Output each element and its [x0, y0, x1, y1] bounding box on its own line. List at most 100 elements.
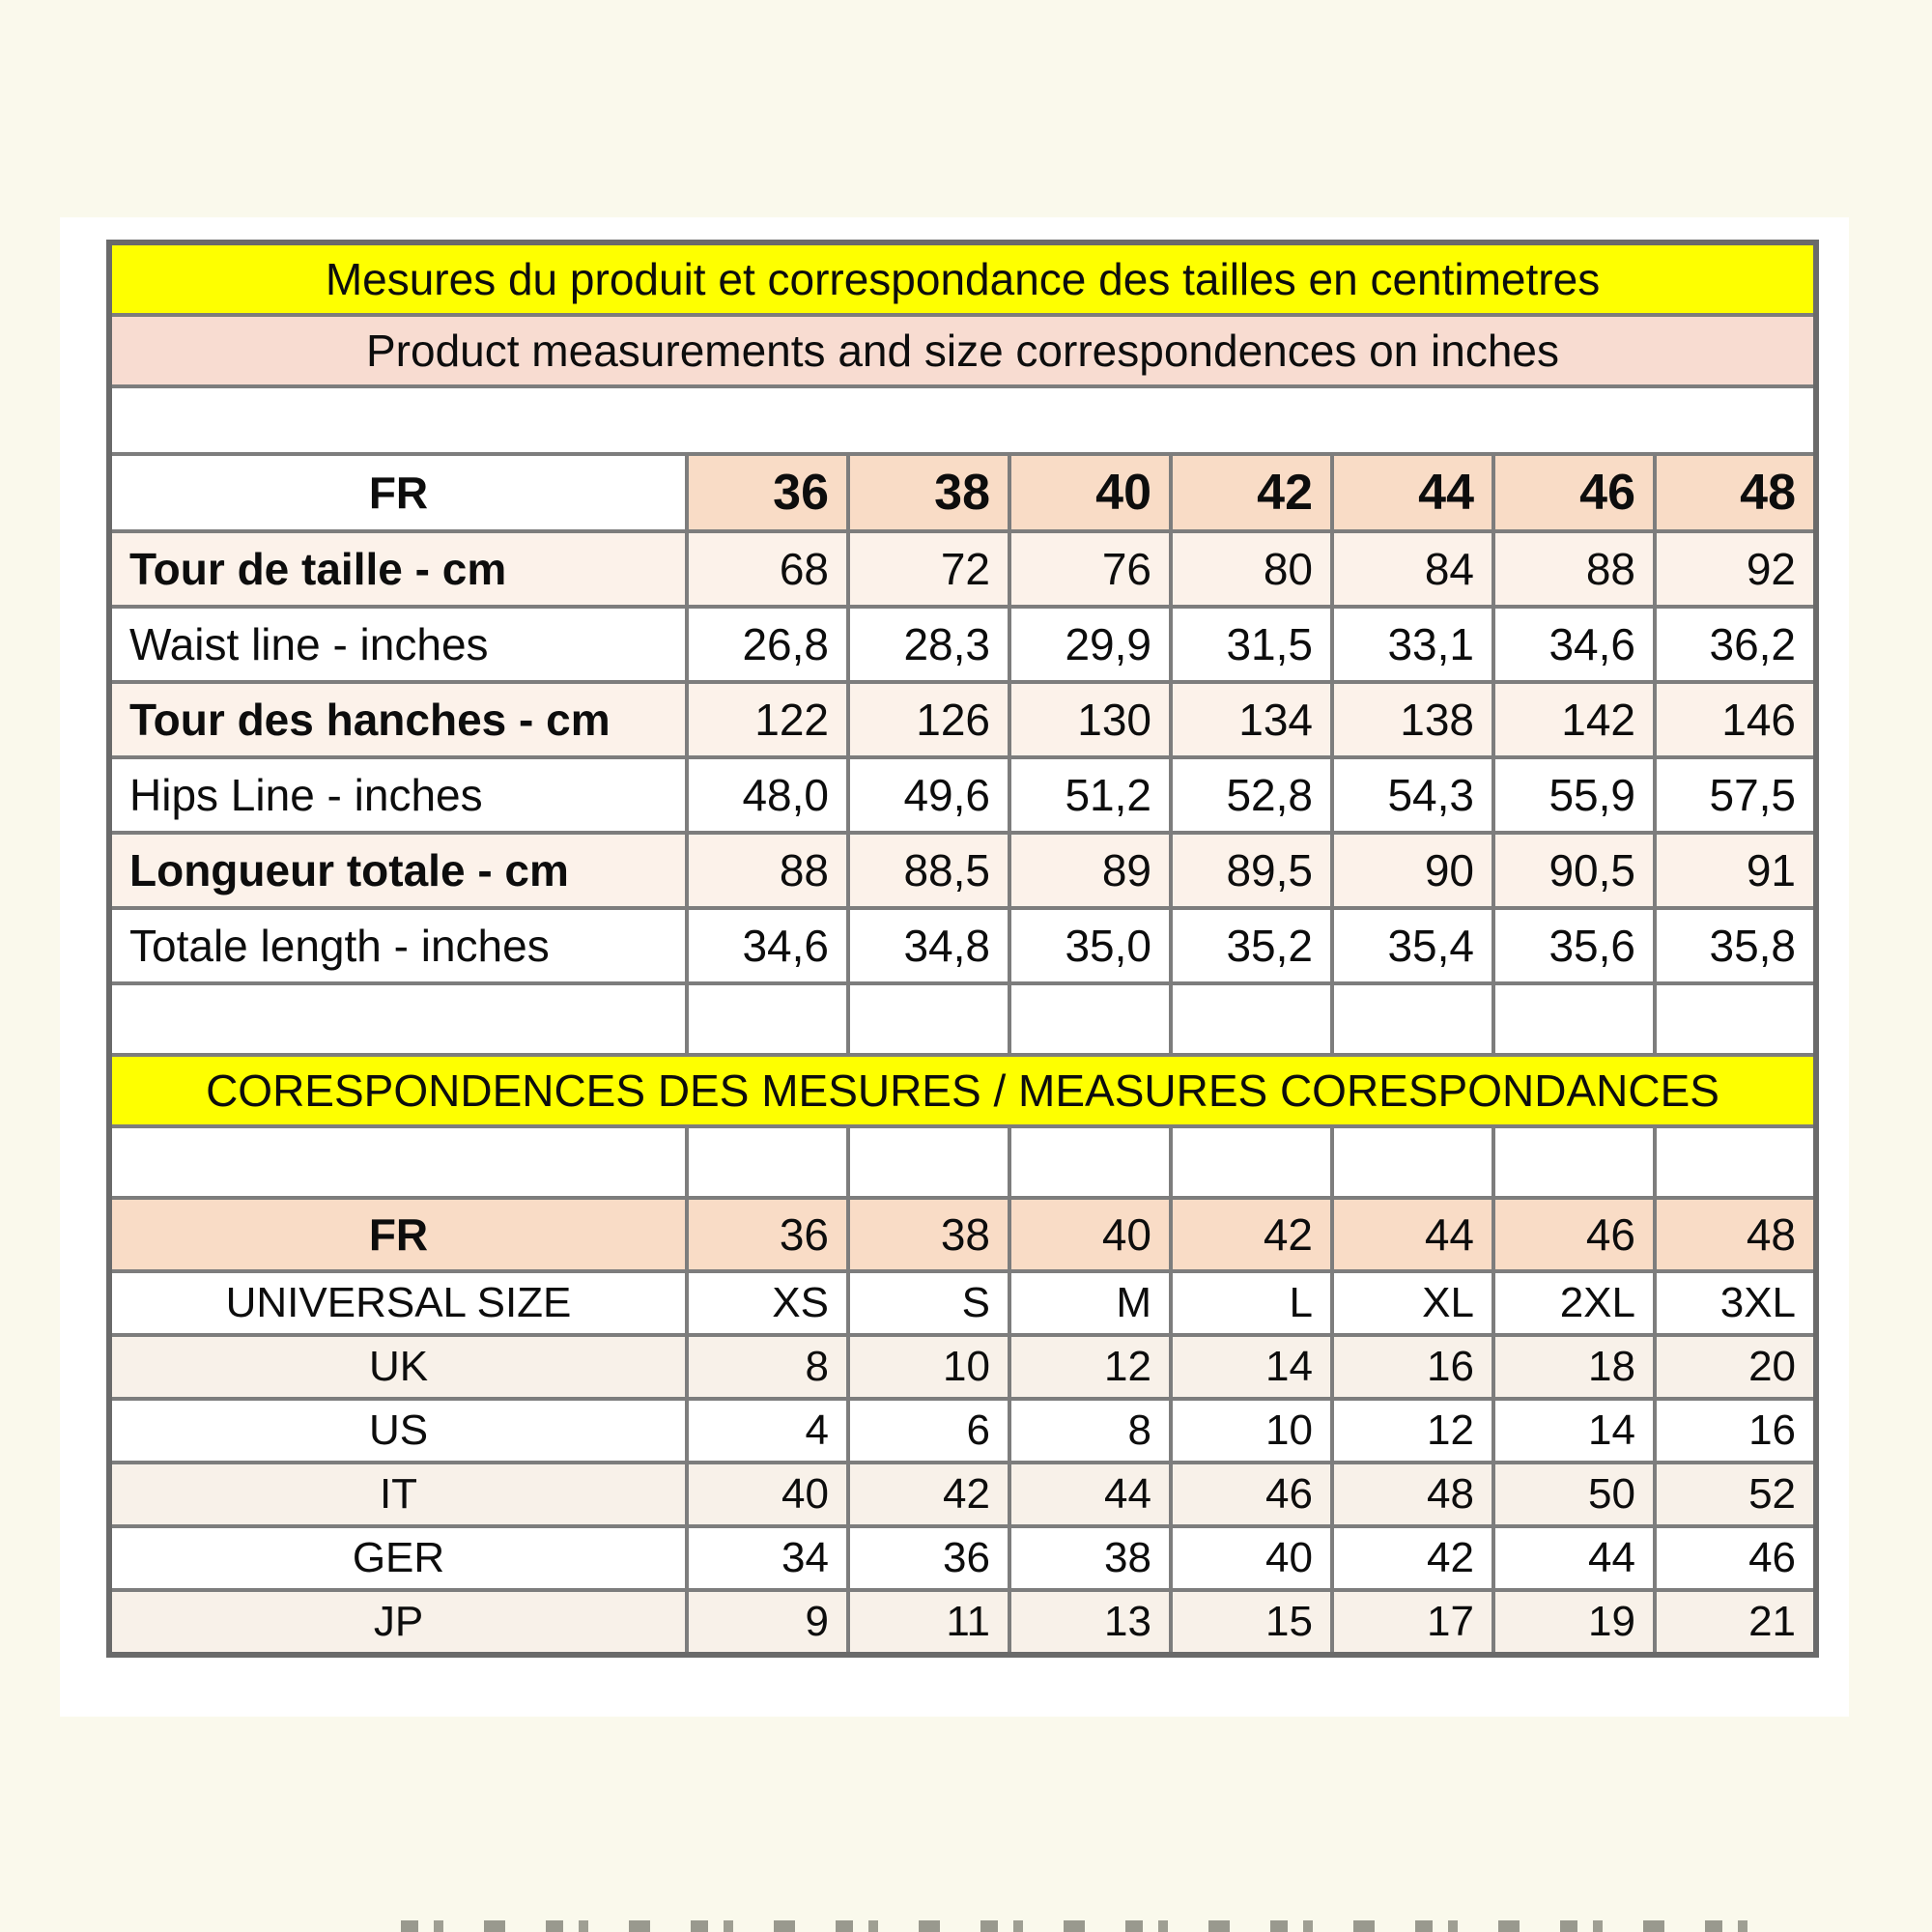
cut-off-text-strip — [401, 1920, 1782, 1932]
cell-value: 92 — [1652, 529, 1819, 609]
cell-value: 6 — [846, 1397, 1011, 1464]
cell-value: 19 — [1492, 1588, 1657, 1657]
cell-value: 80 — [1169, 529, 1334, 609]
t1-size-46: 46 — [1492, 452, 1657, 533]
t2-row-it: IT 40 42 44 46 48 50 52 — [107, 1461, 1819, 1528]
title-row-en: Product measurements and size correspond… — [106, 313, 1819, 388]
cell-value: 3XL — [1652, 1269, 1819, 1337]
spacer-cell — [685, 1124, 850, 1200]
t1-size-44: 44 — [1330, 452, 1495, 533]
t2-row-ger: GER 34 36 38 40 42 44 46 — [107, 1524, 1819, 1592]
cell-value: 44 — [1008, 1461, 1173, 1528]
spacer-cell — [1008, 1124, 1173, 1200]
t1-size-38: 38 — [846, 452, 1011, 533]
t1-header-label: FR — [107, 452, 689, 533]
t2-row-us: US 4 6 8 10 12 14 16 — [107, 1397, 1819, 1464]
cell-value: 42 — [1330, 1524, 1495, 1592]
cell-value: 15 — [1169, 1588, 1334, 1657]
cell-value: 20 — [1652, 1333, 1819, 1401]
cell-value: 40 — [1008, 1196, 1173, 1273]
cell-value: 18 — [1492, 1333, 1657, 1401]
table-title-french: Mesures du produit et correspondance des… — [106, 241, 1819, 317]
cell-value: 35,6 — [1492, 906, 1657, 985]
spacer-cell — [1330, 981, 1495, 1057]
cell-value: 46 — [1169, 1461, 1334, 1528]
cell-value: 122 — [685, 680, 850, 759]
cell-value: 91 — [1652, 831, 1819, 910]
cell-value: 12 — [1008, 1333, 1173, 1401]
spacer-cell — [107, 1124, 689, 1200]
spacer-cell — [1492, 981, 1657, 1057]
cell-value: 90,5 — [1492, 831, 1657, 910]
cell-value: 42 — [1169, 1196, 1334, 1273]
cell-value: 2XL — [1492, 1269, 1657, 1337]
t2-row-universal-size: UNIVERSAL SIZE XS S M L XL 2XL 3XL — [107, 1269, 1819, 1337]
cell-value: 12 — [1330, 1397, 1495, 1464]
cell-value: 11 — [846, 1588, 1011, 1657]
t1-row-totale-length: Totale length - inches 34,6 34,8 35,0 35… — [107, 906, 1819, 985]
t2-row-uk: UK 8 10 12 14 16 18 20 — [107, 1333, 1819, 1401]
row-label: UNIVERSAL SIZE — [107, 1269, 689, 1337]
t1-row-tour-des-hanches: Tour des hanches - cm 122 126 130 134 13… — [107, 680, 1819, 759]
cell-value: 57,5 — [1652, 755, 1819, 835]
cell-value: M — [1008, 1269, 1173, 1337]
cell-value: 13 — [1008, 1588, 1173, 1657]
correspondence-banner: CORESPONDENCES DES MESURES / MEASURES CO… — [106, 1053, 1819, 1128]
cell-value: 34,8 — [846, 906, 1011, 985]
cell-value: 9 — [685, 1588, 850, 1657]
spacer-cell — [1652, 981, 1819, 1057]
cell-value: 38 — [1008, 1524, 1173, 1592]
cell-value: 31,5 — [1169, 605, 1334, 684]
cell-value: 72 — [846, 529, 1011, 609]
cell-value: 35,4 — [1330, 906, 1495, 985]
cell-value: 90 — [1330, 831, 1495, 910]
cell-value: 8 — [685, 1333, 850, 1401]
cell-value: 34,6 — [685, 906, 850, 985]
spacer-cell — [1008, 981, 1173, 1057]
spacer-cell — [1330, 1124, 1495, 1200]
cell-value: 126 — [846, 680, 1011, 759]
spacer-cell — [105, 384, 1820, 456]
cell-value: 16 — [1330, 1333, 1495, 1401]
spacer-cell — [1652, 1124, 1819, 1200]
cell-value: 89,5 — [1169, 831, 1334, 910]
correspondence-banner-row: CORESPONDENCES DES MESURES / MEASURES CO… — [106, 1053, 1819, 1128]
cell-value: 36 — [846, 1524, 1011, 1592]
cell-value: 35,0 — [1008, 906, 1173, 985]
t1-row-waist-line: Waist line - inches 26,8 28,3 29,9 31,5 … — [107, 605, 1819, 684]
cell-value: 46 — [1492, 1196, 1657, 1273]
t1-size-42: 42 — [1169, 452, 1334, 533]
cell-value: 68 — [685, 529, 850, 609]
spacer-row-merged — [105, 384, 1820, 456]
table-title-english: Product measurements and size correspond… — [106, 313, 1819, 388]
cell-value: 17 — [1330, 1588, 1495, 1657]
t1-size-40: 40 — [1008, 452, 1173, 533]
cell-value: 146 — [1652, 680, 1819, 759]
row-label: Hips Line - inches — [107, 755, 689, 835]
cell-value: 16 — [1652, 1397, 1819, 1464]
cell-value: 34 — [685, 1524, 850, 1592]
row-label: FR — [107, 1196, 689, 1273]
row-label: Waist line - inches — [107, 605, 689, 684]
cell-value: 44 — [1330, 1196, 1495, 1273]
cell-value: 51,2 — [1008, 755, 1173, 835]
spacer-cell — [846, 981, 1011, 1057]
t1-header-row: FR 36 38 40 42 44 46 48 — [107, 452, 1819, 533]
cell-value: 52,8 — [1169, 755, 1334, 835]
cell-value: 49,6 — [846, 755, 1011, 835]
row-label: JP — [107, 1588, 689, 1657]
cell-value: 26,8 — [685, 605, 850, 684]
t2-row-jp: JP 9 11 13 15 17 19 21 — [107, 1588, 1819, 1657]
spacer-cell — [846, 1124, 1011, 1200]
cell-value: 14 — [1492, 1397, 1657, 1464]
cell-value: 48 — [1330, 1461, 1495, 1528]
cell-value: 55,9 — [1492, 755, 1657, 835]
cell-value: 142 — [1492, 680, 1657, 759]
spacer-row-1 — [107, 981, 1819, 1057]
row-label: GER — [107, 1524, 689, 1592]
cell-value: 8 — [1008, 1397, 1173, 1464]
cell-value: 21 — [1652, 1588, 1819, 1657]
row-label: Longueur totale - cm — [107, 831, 689, 910]
cell-value: XL — [1330, 1269, 1495, 1337]
spacer-cell — [1492, 1124, 1657, 1200]
